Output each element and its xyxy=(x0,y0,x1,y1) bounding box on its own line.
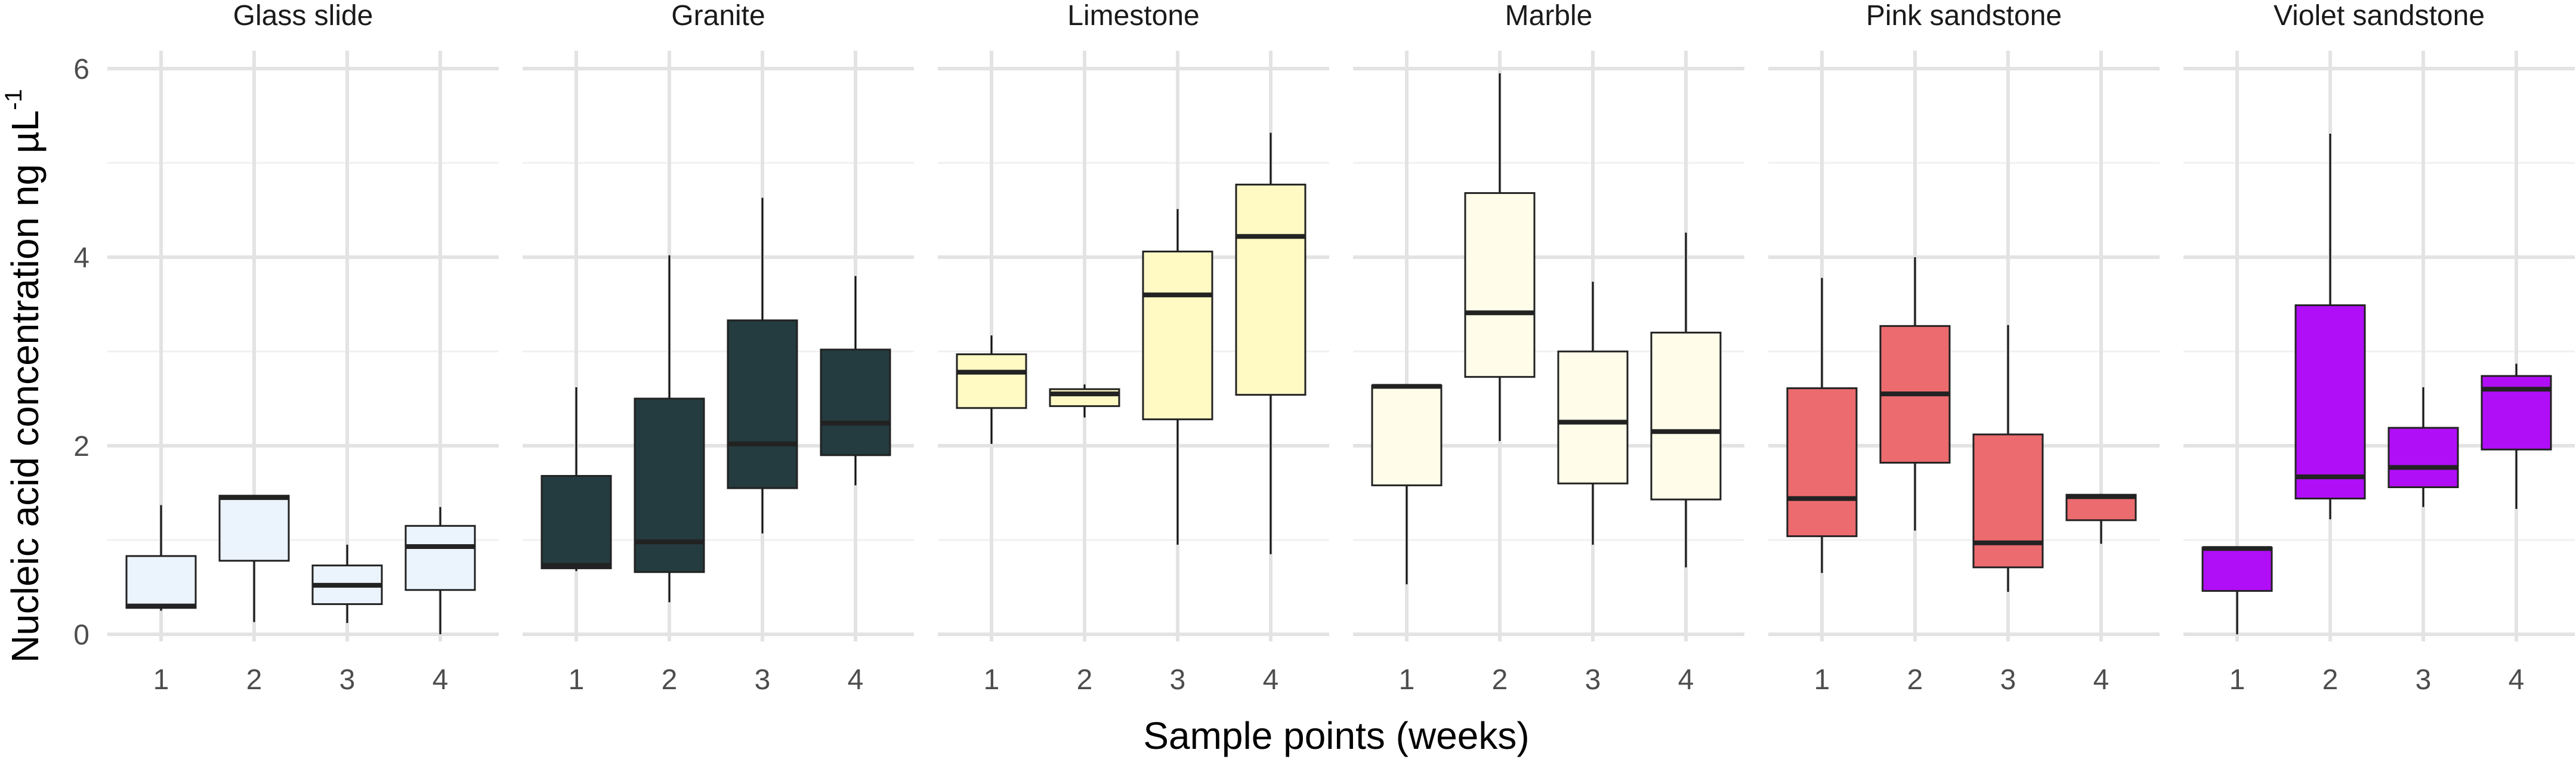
y-axis-title: Nucleic acid concentration ng µL-1 xyxy=(1,89,47,663)
box-glass-slide-week-2 xyxy=(218,495,290,622)
box-glass-slide-week-4 xyxy=(404,507,476,634)
x-tick-label-violet-sandstone-1: 1 xyxy=(2229,664,2245,696)
box-granite-week-4 xyxy=(820,276,891,486)
x-tick-label-violet-sandstone-4: 4 xyxy=(2509,664,2525,696)
x-tick-label-granite-1: 1 xyxy=(569,664,585,696)
x-tick-label-granite-3: 3 xyxy=(755,664,771,696)
box-violet-sandstone-week-2 xyxy=(2294,134,2366,520)
box-pink-sandstone-week-3 xyxy=(1972,325,2044,592)
box-violet-sandstone-week-4 xyxy=(2481,363,2552,509)
box-marble-week-4 xyxy=(1650,232,1722,567)
box-body-glass-slide-week-1 xyxy=(125,555,197,609)
box-body-violet-sandstone-week-3 xyxy=(2387,427,2459,489)
box-body-limestone-week-1 xyxy=(956,353,1027,409)
box-body-granite-week-1 xyxy=(540,475,612,569)
x-tick-label-granite-2: 2 xyxy=(662,664,678,696)
box-body-marble-week-1 xyxy=(1371,384,1443,486)
panel-title-violet-sandstone: Violet sandstone xyxy=(2274,0,2485,32)
y-tick-label-2: 2 xyxy=(73,431,89,462)
x-tick-label-pink-sandstone-1: 1 xyxy=(1814,664,1830,696)
y-tick-label-4: 4 xyxy=(73,242,89,274)
box-granite-week-3 xyxy=(727,198,798,533)
box-body-marble-week-2 xyxy=(1464,192,1536,378)
x-tick-label-pink-sandstone-2: 2 xyxy=(1907,664,1923,696)
x-tick-label-limestone-1: 1 xyxy=(984,664,1000,696)
box-glass-slide-week-3 xyxy=(311,544,383,624)
box-limestone-week-2 xyxy=(1049,384,1120,418)
box-body-granite-week-3 xyxy=(727,319,798,489)
box-body-glass-slide-week-2 xyxy=(218,495,290,562)
box-body-limestone-week-3 xyxy=(1142,251,1213,421)
box-body-pink-sandstone-week-3 xyxy=(1972,433,2044,569)
x-tick-label-limestone-4: 4 xyxy=(1263,664,1279,696)
x-tick-label-marble-2: 2 xyxy=(1492,664,1508,696)
box-violet-sandstone-week-3 xyxy=(2387,387,2459,507)
panel-title-glass-slide: Glass slide xyxy=(233,0,373,32)
x-tick-label-marble-1: 1 xyxy=(1399,664,1415,696)
x-tick-label-granite-4: 4 xyxy=(848,664,864,696)
box-marble-week-1 xyxy=(1371,384,1443,585)
panel-title-limestone: Limestone xyxy=(1067,0,1199,32)
x-tick-label-glass-slide-1: 1 xyxy=(153,664,169,696)
box-glass-slide-week-1 xyxy=(125,505,197,611)
y-axis-title-superscript: -1 xyxy=(1,89,27,110)
x-tick-label-marble-3: 3 xyxy=(1585,664,1601,696)
box-marble-week-3 xyxy=(1557,282,1629,545)
box-pink-sandstone-week-1 xyxy=(1786,277,1858,573)
box-body-pink-sandstone-week-1 xyxy=(1786,387,1858,538)
box-body-granite-week-4 xyxy=(820,348,891,456)
y-tick-label-6: 6 xyxy=(73,54,89,85)
box-limestone-week-1 xyxy=(956,335,1027,444)
x-tick-label-marble-4: 4 xyxy=(1678,664,1694,696)
x-tick-label-pink-sandstone-4: 4 xyxy=(2093,664,2109,696)
box-body-violet-sandstone-week-2 xyxy=(2294,304,2366,499)
box-granite-week-1 xyxy=(540,387,612,572)
y-tick-label-0: 0 xyxy=(73,619,89,651)
x-tick-label-glass-slide-3: 3 xyxy=(339,664,356,696)
x-tick-label-limestone-2: 2 xyxy=(1077,664,1093,696)
box-violet-sandstone-week-1 xyxy=(2201,546,2273,634)
box-body-granite-week-2 xyxy=(634,397,705,573)
box-marble-week-2 xyxy=(1464,73,1536,442)
box-limestone-week-4 xyxy=(1235,132,1306,554)
labels-layer: 0 2 4 6 Glass slide 1 2 3 4 Granite 1 2 3 4 Limestone 1… xyxy=(73,0,2524,696)
x-tick-label-violet-sandstone-3: 3 xyxy=(2416,664,2432,696)
box-pink-sandstone-week-2 xyxy=(1879,257,1951,531)
x-tick-label-glass-slide-2: 2 xyxy=(246,664,262,696)
box-limestone-week-3 xyxy=(1142,209,1213,545)
box-body-marble-week-3 xyxy=(1557,350,1629,485)
x-axis-title: Sample points (weeks) xyxy=(1143,714,1529,757)
panel-title-granite: Granite xyxy=(671,0,765,32)
box-body-limestone-week-4 xyxy=(1235,183,1306,396)
box-body-glass-slide-week-4 xyxy=(404,524,476,591)
y-axis-title-text: Nucleic acid concentration ng µL xyxy=(4,110,47,663)
box-granite-week-2 xyxy=(634,255,705,603)
marks-layer xyxy=(125,73,2552,634)
panel-title-marble: Marble xyxy=(1505,0,1593,32)
x-tick-label-pink-sandstone-3: 3 xyxy=(2000,664,2016,696)
panel-title-pink-sandstone: Pink sandstone xyxy=(1866,0,2062,32)
x-tick-label-glass-slide-4: 4 xyxy=(433,664,449,696)
box-body-violet-sandstone-week-1 xyxy=(2201,547,2273,592)
box-body-marble-week-4 xyxy=(1650,331,1722,501)
box-pink-sandstone-week-4 xyxy=(2065,493,2137,544)
x-tick-label-limestone-3: 3 xyxy=(1170,664,1186,696)
x-tick-label-violet-sandstone-2: 2 xyxy=(2322,664,2339,696)
